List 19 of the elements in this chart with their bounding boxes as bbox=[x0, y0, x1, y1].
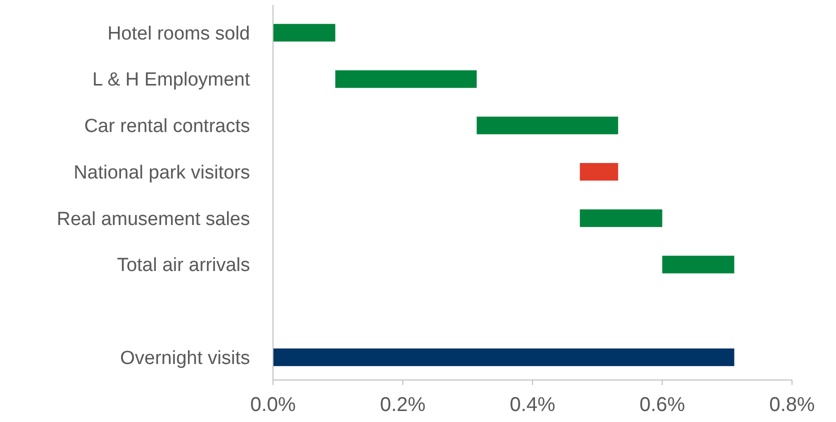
bar bbox=[273, 348, 734, 366]
x-tick-label: 0.0% bbox=[250, 394, 296, 416]
y-tick-label: National park visitors bbox=[74, 162, 250, 184]
bar bbox=[580, 163, 618, 181]
bar bbox=[335, 70, 477, 88]
y-tick-label: Real amusement sales bbox=[56, 208, 250, 230]
y-tick-label: Overnight visits bbox=[120, 348, 250, 369]
bar bbox=[476, 116, 618, 134]
y-tick-label: L & H Employment bbox=[92, 70, 251, 91]
x-tick-label: 0.4% bbox=[510, 394, 556, 416]
x-tick-label: 0.2% bbox=[380, 394, 426, 416]
bar bbox=[273, 24, 336, 42]
bar bbox=[580, 209, 662, 227]
x-tick-label: 0.6% bbox=[639, 394, 686, 416]
y-tick-label: Car rental contracts bbox=[84, 116, 250, 138]
y-tick-label: Hotel rooms sold bbox=[107, 23, 250, 44]
bar bbox=[662, 256, 734, 274]
x-tick-label: 0.8% bbox=[769, 394, 816, 416]
y-tick-label: Total air arrivals bbox=[116, 255, 250, 276]
